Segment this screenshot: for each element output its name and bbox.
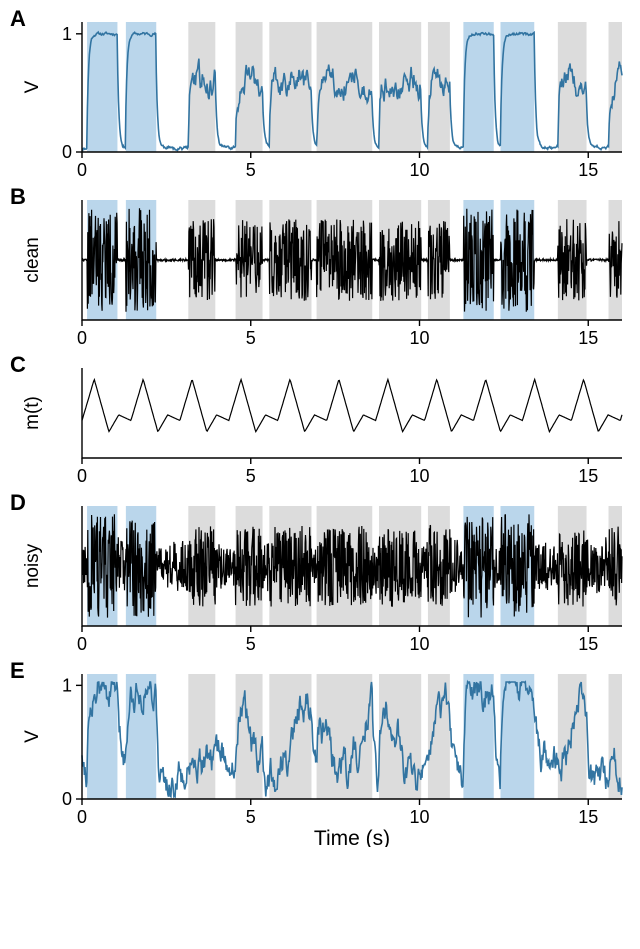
gray-band: [188, 674, 215, 799]
xtick-label: 5: [246, 807, 256, 827]
multi-panel-figure: 01051015VA051015cleanB051015m(t)C051015n…: [10, 10, 630, 847]
ylabel-C: m(t): [22, 396, 43, 430]
xtick-label: 15: [578, 807, 598, 827]
ylabel-D: noisy: [22, 543, 43, 588]
panel-D: 051015noisyD: [10, 494, 630, 654]
xtick-label: 10: [409, 160, 429, 180]
ytick-label: 0: [62, 789, 72, 809]
xtick-label: 15: [578, 466, 598, 486]
panel-label-A: A: [10, 6, 26, 32]
gray-band: [236, 674, 263, 799]
xtick-label: 0: [77, 160, 87, 180]
ylabel-B: clean: [22, 237, 43, 282]
xtick-label: 0: [77, 328, 87, 348]
xtick-label: 10: [409, 466, 429, 486]
ytick-label: 0: [62, 142, 72, 162]
panel-E: 01051015VTime (s)E: [10, 662, 630, 847]
panel-label-D: D: [10, 490, 26, 516]
xtick-label: 15: [578, 634, 598, 654]
xtick-label: 10: [409, 328, 429, 348]
trace-C: [82, 379, 622, 431]
panel-B: 051015cleanB: [10, 188, 630, 348]
panel-svg-D: 0 5 10 15 noisy: [10, 494, 630, 654]
blue-band: [87, 674, 117, 799]
panel-svg-A: 01051015V: [10, 10, 630, 180]
xtick-label: 0: [77, 466, 87, 486]
xtick-label: 10: [409, 807, 429, 827]
xtick-label: 5: [246, 634, 256, 654]
panel-svg-B: 0 5 10 15 clean: [10, 188, 630, 348]
panel-svg-E: 01051015VTime (s): [10, 662, 630, 847]
ylabel-E: V: [22, 730, 43, 743]
panel-A: 01051015VA: [10, 10, 630, 180]
panel-C: 051015m(t)C: [10, 356, 630, 486]
xtick-label: 0: [77, 634, 87, 654]
xlabel: Time (s): [314, 827, 390, 847]
xtick-label: 5: [246, 466, 256, 486]
ytick-label: 1: [62, 24, 72, 44]
xtick-label: 5: [246, 328, 256, 348]
panel-label-C: C: [10, 352, 26, 378]
axis: [82, 368, 622, 458]
panel-label-B: B: [10, 184, 26, 210]
xtick-label: 0: [77, 807, 87, 827]
blue-band: [126, 22, 156, 152]
xtick-label: 10: [409, 634, 429, 654]
ytick-label: 1: [62, 675, 72, 695]
ylabel-A: V: [22, 80, 43, 93]
panel-svg-C: 0 5 10 15 m(t): [10, 356, 630, 486]
xtick-label: 15: [578, 160, 598, 180]
xtick-label: 5: [246, 160, 256, 180]
xtick-label: 15: [578, 328, 598, 348]
gray-band: [269, 22, 311, 152]
panel-label-E: E: [10, 658, 25, 684]
